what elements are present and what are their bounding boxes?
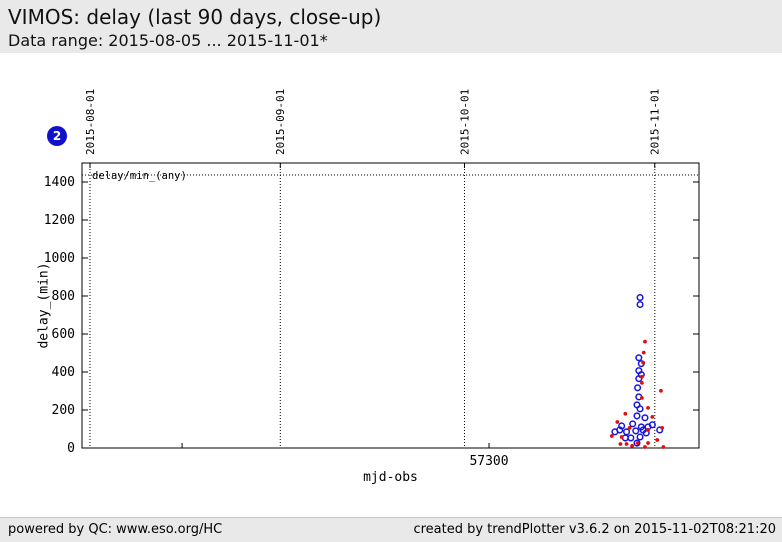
y-tick-label: 0 — [67, 441, 75, 456]
data-point-circle — [644, 423, 652, 431]
data-point-dot — [646, 428, 650, 432]
data-point-circle — [637, 360, 645, 368]
data-point-circle — [621, 434, 629, 442]
data-point-dot — [619, 435, 624, 439]
data-point-circle — [648, 421, 656, 429]
x2-tick-label: 2015-09-01 — [274, 89, 287, 155]
data-point-dot — [609, 434, 614, 438]
y-tick-label: 800 — [52, 289, 75, 304]
data-point-circle — [635, 367, 643, 375]
header-bar: VIMOS: delay (last 90 days, close-up) Da… — [0, 0, 782, 53]
data-point-circle — [636, 405, 644, 413]
y-tick-label: 1400 — [44, 175, 75, 190]
data-point-dot — [661, 445, 666, 449]
data-point-circle — [618, 422, 626, 430]
data-point-dot — [624, 442, 629, 446]
data-point-dot — [627, 425, 632, 430]
data-point-circle — [637, 423, 645, 431]
data-point-circle — [634, 384, 642, 392]
data-point-dot — [659, 388, 663, 393]
x2-tick-label: 2015-11-01 — [649, 89, 662, 155]
data-point-dot — [623, 411, 628, 416]
data-point-dot — [643, 445, 647, 449]
data-point-dot — [641, 350, 646, 355]
y-tick-label: 600 — [52, 327, 75, 342]
data-point-circle — [635, 393, 643, 401]
data-point-circle — [632, 427, 640, 435]
data-point-dot — [640, 395, 644, 400]
data-point-dot — [650, 414, 655, 419]
data-point-dot — [615, 420, 620, 424]
x2-tick-label: 2015-08-01 — [84, 89, 97, 155]
data-point-circle — [637, 371, 645, 379]
data-point-dot — [640, 380, 644, 385]
data-point-dot — [630, 444, 634, 448]
data-point-circle — [633, 412, 641, 420]
key-label: delay/min_(any) — [92, 170, 187, 182]
footer-created-by: created by trendPlotter v3.6.2 on 2015-1… — [413, 522, 776, 537]
y-tick-label: 400 — [52, 365, 75, 380]
plot-frame — [81, 162, 700, 449]
data-point-circle — [611, 428, 619, 436]
data-point-dot — [618, 442, 623, 446]
data-point-dot — [660, 425, 665, 430]
data-point-circle — [635, 375, 643, 383]
data-point-circle — [636, 293, 644, 302]
x2-tick-label: 2015-10-01 — [458, 89, 471, 155]
data-point-circle — [656, 426, 664, 434]
data-point-dot — [646, 406, 650, 410]
data-point-circle — [633, 401, 641, 409]
y-tick-label: 1200 — [44, 213, 75, 228]
data-point-circle — [642, 429, 650, 437]
data-point-dot — [646, 441, 650, 445]
data-range-subtitle: Data range: 2015-08-05 ... 2015-11-01* — [8, 31, 328, 50]
data-point-circle — [627, 434, 635, 442]
data-point-circle — [636, 301, 644, 309]
y-tick-label: 200 — [52, 403, 75, 418]
footer-powered-by: powered by QC: www.eso.org/HC — [8, 522, 223, 537]
data-point-circle — [633, 439, 641, 447]
data-point-circle — [636, 433, 644, 441]
x-axis-label: mjd-obs — [363, 470, 418, 485]
page-title: VIMOS: delay (last 90 days, close-up) — [8, 5, 382, 29]
data-point-circle — [641, 414, 649, 422]
data-point-dot — [635, 441, 640, 445]
data-point-circle — [616, 426, 624, 434]
data-point-circle — [635, 354, 643, 362]
footer-bar: powered by QC: www.eso.org/HC created by… — [0, 517, 782, 542]
plot-index-badge[interactable]: 2 — [47, 126, 67, 146]
data-point-circle — [623, 428, 631, 436]
x-tick-label: 57300 — [469, 454, 508, 469]
data-point-dot — [641, 360, 646, 365]
data-point-dot — [640, 374, 644, 379]
data-point-dot — [643, 339, 647, 344]
data-point-circle — [639, 426, 647, 434]
y-tick-label: 1000 — [44, 251, 75, 266]
y-axis-label: delay_(min) — [37, 262, 52, 348]
data-point-circle — [629, 420, 637, 428]
data-point-dot — [655, 438, 660, 442]
